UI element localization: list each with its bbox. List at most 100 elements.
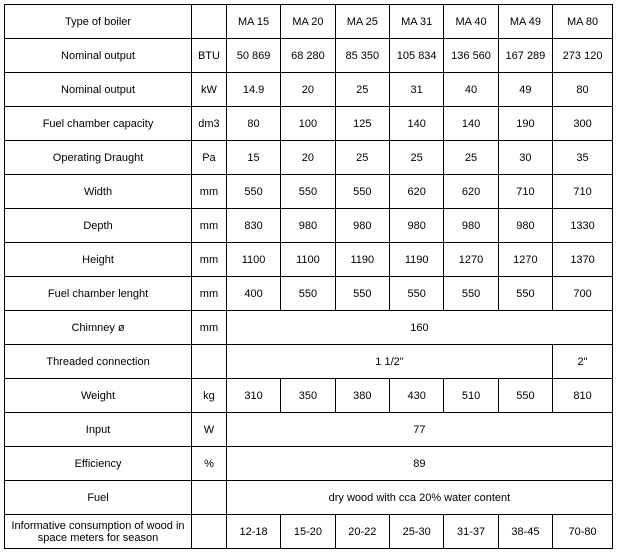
row-label: Threaded connection [5, 345, 192, 379]
cell-value: 550 [281, 175, 335, 209]
model-header: MA 80 [553, 5, 613, 39]
cell-value: 510 [444, 379, 498, 413]
cell-value: 25 [389, 141, 443, 175]
row-unit: dm3 [192, 107, 227, 141]
cell-value: 25 [444, 141, 498, 175]
row-unit: BTU [192, 39, 227, 73]
cell-value: 1330 [553, 209, 613, 243]
cell-value: 136 560 [444, 39, 498, 73]
cell-span: 89 [226, 447, 612, 481]
table-row: Widthmm550550550620620710710 [5, 175, 613, 209]
cell-span: 1 1/2" [226, 345, 552, 379]
cell-span: 160 [226, 311, 612, 345]
cell-value: 190 [498, 107, 552, 141]
cell-value: 1190 [335, 243, 389, 277]
row-label: Height [5, 243, 192, 277]
cell-value: 31 [389, 73, 443, 107]
table-row: Threaded connection 1 1/2"2" [5, 345, 613, 379]
cell-value: 550 [389, 277, 443, 311]
cell-value: 167 289 [498, 39, 552, 73]
cell-value: 1370 [553, 243, 613, 277]
row-unit: W [192, 413, 227, 447]
cell-value: 550 [335, 277, 389, 311]
row-label: Fuel [5, 481, 192, 515]
row-unit [192, 515, 227, 549]
cell-value: 20-22 [335, 515, 389, 549]
row-unit: kW [192, 73, 227, 107]
table-row: Nominal outputkW14.9202531404980 [5, 73, 613, 107]
cell-value: 38-45 [498, 515, 552, 549]
row-label: Efficiency [5, 447, 192, 481]
table-row: Nominal outputBTU50 86968 28085 350105 8… [5, 39, 613, 73]
cell-value: 25 [335, 73, 389, 107]
row-label: Fuel chamber lenght [5, 277, 192, 311]
cell-value: 2" [553, 345, 613, 379]
model-header: MA 15 [226, 5, 280, 39]
model-header: MA 31 [389, 5, 443, 39]
cell-value: 380 [335, 379, 389, 413]
cell-value: 430 [389, 379, 443, 413]
cell-value: 70-80 [553, 515, 613, 549]
row-label: Width [5, 175, 192, 209]
cell-value: 710 [553, 175, 613, 209]
cell-value: 550 [498, 379, 552, 413]
model-header: MA 49 [498, 5, 552, 39]
cell-value: 80 [226, 107, 280, 141]
row-label: Depth [5, 209, 192, 243]
cell-value: 15-20 [281, 515, 335, 549]
row-unit: mm [192, 209, 227, 243]
cell-value: 980 [498, 209, 552, 243]
cell-value: 20 [281, 73, 335, 107]
cell-value: 12-18 [226, 515, 280, 549]
table-row: Fuel dry wood with cca 20% water content [5, 481, 613, 515]
model-header: MA 40 [444, 5, 498, 39]
cell-value: 1100 [226, 243, 280, 277]
row-label: Informative consumption of wood in space… [5, 515, 192, 549]
table-row: Heightmm1100110011901190127012701370 [5, 243, 613, 277]
cell-value: 810 [553, 379, 613, 413]
cell-span: dry wood with cca 20% water content [226, 481, 612, 515]
row-label: Nominal output [5, 73, 192, 107]
cell-value: 25 [335, 141, 389, 175]
cell-value: 80 [553, 73, 613, 107]
cell-value: 15 [226, 141, 280, 175]
row-label: Chimney ø [5, 311, 192, 345]
cell-value: 1100 [281, 243, 335, 277]
row-unit: Pa [192, 141, 227, 175]
cell-value: 50 869 [226, 39, 280, 73]
cell-value: 550 [281, 277, 335, 311]
table-row: Weightkg310350380430510550810 [5, 379, 613, 413]
row-unit: % [192, 447, 227, 481]
row-unit [192, 481, 227, 515]
cell-value: 830 [226, 209, 280, 243]
table-row: Depthmm8309809809809809801330 [5, 209, 613, 243]
cell-value: 310 [226, 379, 280, 413]
row-unit: mm [192, 175, 227, 209]
row-label: Operating Draught [5, 141, 192, 175]
row-unit [192, 5, 227, 39]
table-row: Fuel chamber capacitydm38010012514014019… [5, 107, 613, 141]
cell-value: 1190 [389, 243, 443, 277]
cell-value: 40 [444, 73, 498, 107]
cell-value: 85 350 [335, 39, 389, 73]
row-unit: mm [192, 277, 227, 311]
cell-value: 350 [281, 379, 335, 413]
cell-value: 35 [553, 141, 613, 175]
cell-value: 300 [553, 107, 613, 141]
cell-value: 550 [498, 277, 552, 311]
model-header: MA 25 [335, 5, 389, 39]
cell-value: 125 [335, 107, 389, 141]
cell-value: 20 [281, 141, 335, 175]
row-unit [192, 345, 227, 379]
cell-value: 68 280 [281, 39, 335, 73]
cell-value: 1270 [498, 243, 552, 277]
cell-value: 49 [498, 73, 552, 107]
cell-value: 550 [226, 175, 280, 209]
boiler-spec-table: Type of boilerMA 15MA 20MA 25MA 31MA 40M… [4, 4, 613, 549]
row-unit: kg [192, 379, 227, 413]
row-unit: mm [192, 311, 227, 345]
row-label: Fuel chamber capacity [5, 107, 192, 141]
cell-value: 30 [498, 141, 552, 175]
cell-value: 105 834 [389, 39, 443, 73]
cell-value: 980 [444, 209, 498, 243]
